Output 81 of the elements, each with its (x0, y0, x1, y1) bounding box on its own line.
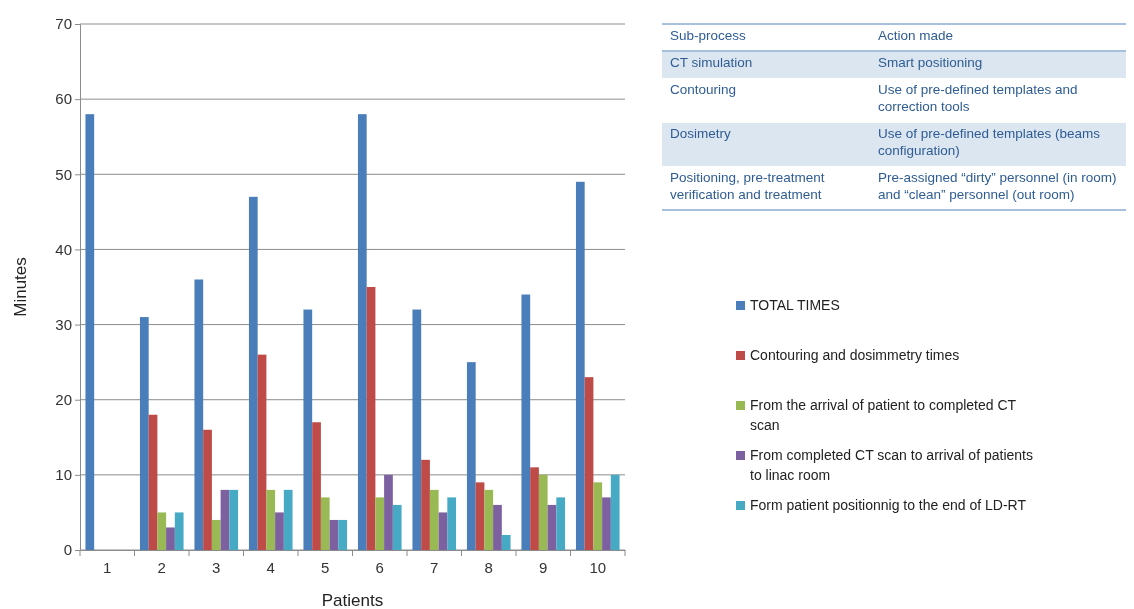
legend-label: From completed CT scan to arrival of patients to linac room (750, 447, 1033, 483)
text: Dosimetry (670, 126, 732, 141)
text: Use of pre-defined templates (beams configuration) (878, 126, 1101, 158)
text: Pre-assigned “dirty” personnel (in room) and “clean” personnel (out room) (878, 170, 1117, 202)
bar (530, 467, 539, 550)
bar (166, 527, 175, 550)
y-tick-label: 50 (55, 165, 72, 183)
text: CT simulation (670, 55, 753, 70)
bar (266, 489, 276, 550)
bar (538, 474, 548, 550)
text: Sub-process (670, 28, 747, 43)
bar (220, 489, 230, 550)
bar (203, 429, 212, 550)
bar (493, 504, 502, 550)
bar (275, 512, 284, 550)
x-tick-label: 9 (539, 558, 548, 576)
y-tick-label: 0 (63, 541, 72, 559)
x-tick-label: 1 (103, 558, 112, 576)
bar (575, 181, 585, 550)
x-tick-label: 5 (321, 558, 330, 576)
bar (148, 414, 158, 550)
bar (602, 497, 611, 550)
bar (174, 512, 184, 550)
x-tick-label: 10 (589, 558, 607, 576)
x-tick-label: 4 (266, 558, 275, 576)
text: Positioning, pre-treatment verification and treatment (670, 170, 825, 202)
y-tick-label: 70 (55, 15, 72, 33)
text: Contouring (670, 82, 737, 97)
bar (248, 196, 258, 550)
bar (429, 489, 439, 550)
bar (584, 377, 594, 550)
bar (501, 534, 511, 550)
y-tick-label: 10 (55, 466, 72, 484)
bar (85, 114, 95, 550)
y-tick-label: 30 (55, 315, 72, 333)
bar (366, 287, 376, 550)
bar (194, 279, 204, 550)
bar (384, 474, 393, 550)
x-tick-label: 7 (430, 558, 439, 576)
legend-label: Contouring and dosimmetry times (750, 347, 960, 363)
bar (421, 459, 430, 550)
bar (320, 497, 330, 550)
bar (412, 309, 422, 550)
bar (257, 354, 267, 550)
y-tick-label: 60 (55, 90, 72, 108)
y-tick-label: 20 (55, 391, 72, 409)
bar (329, 519, 339, 550)
bar (521, 294, 531, 550)
bar (438, 512, 448, 550)
bar (303, 309, 313, 550)
x-tick-label: 8 (484, 558, 493, 576)
bar (556, 497, 566, 550)
bar (211, 519, 221, 550)
x-tick-label: 6 (375, 558, 384, 576)
text: Use of pre-defined templates and correction tools (878, 82, 1078, 114)
text: Action made (878, 28, 954, 43)
bar (283, 489, 293, 550)
x-tick-label: 3 (212, 558, 221, 576)
bar (357, 114, 367, 550)
bar (484, 489, 494, 550)
bar (139, 317, 149, 550)
x-axis-title: Patients (321, 591, 384, 609)
bar (447, 497, 457, 550)
y-axis-title: Minutes (11, 257, 30, 317)
bar (466, 362, 476, 550)
bar (312, 422, 321, 550)
bar (547, 504, 557, 550)
bar (375, 497, 385, 550)
bar (392, 504, 402, 550)
bar (610, 474, 620, 550)
bar (229, 489, 239, 550)
legend-label: From the arrival of patient to completed CT scan (750, 397, 1017, 433)
bar (593, 482, 603, 550)
bar (475, 482, 485, 550)
x-tick-label: 2 (157, 558, 166, 576)
bar (157, 512, 167, 550)
text: Smart positioning (878, 55, 983, 70)
y-tick-label: 40 (55, 240, 72, 258)
legend-label: Form patient positionnig to the end of LD-RT (750, 497, 1027, 513)
bar (338, 519, 348, 550)
legend-label: TOTAL TIMES (750, 297, 840, 313)
